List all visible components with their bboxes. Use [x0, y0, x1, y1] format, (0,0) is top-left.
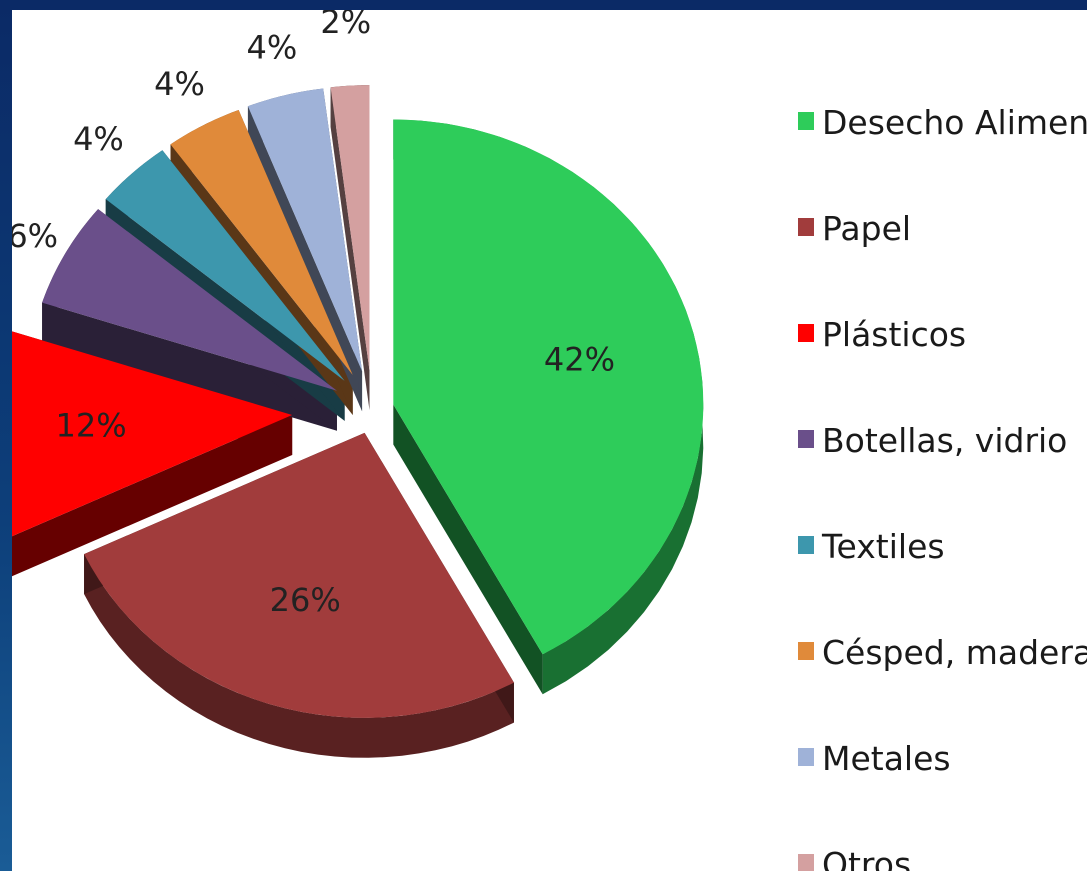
legend-label: Otros: [822, 845, 911, 871]
pie-slice-wall: [42, 302, 337, 431]
data-label: 26%: [270, 581, 341, 619]
legend-swatch: [798, 854, 814, 871]
legend-label: Césped, madera: [822, 633, 1087, 672]
data-label: 4%: [246, 28, 297, 66]
legend-swatch: [798, 642, 814, 660]
pie-slice-side: [84, 554, 514, 758]
pie-slice-5: [105, 150, 345, 381]
pie-slice-4: [42, 209, 337, 391]
legend-label: Papel: [822, 209, 911, 248]
legend-label: Textiles: [821, 527, 945, 566]
data-label: 2%: [320, 10, 371, 41]
pie-chart: 42% 26% 12% 6% 4% 4% 4% 2% Desecho Alimenticio Pa…: [12, 10, 1087, 871]
data-label: 6%: [12, 217, 58, 255]
legend-label: Desecho Alimenticio: [822, 103, 1087, 142]
pie-slice-1: [393, 119, 704, 655]
pie-slice-3: [12, 331, 293, 537]
legend-swatch: [798, 112, 814, 130]
data-label: 4%: [154, 65, 205, 103]
data-label: 12%: [55, 407, 126, 445]
data-label: 42%: [544, 341, 615, 379]
pie-slice-6: [170, 109, 353, 375]
pie-slice-8: [330, 85, 370, 371]
chart-panel: 42% 26% 12% 6% 4% 4% 4% 2% Desecho Alimenticio Pa…: [12, 10, 1087, 871]
legend-label: Botellas, vidrio: [822, 421, 1067, 460]
legend-swatch: [798, 748, 814, 766]
legend-swatch: [798, 536, 814, 554]
pie-slice-wall: [330, 87, 370, 411]
legend-swatch: [798, 218, 814, 236]
legend-swatch: [798, 324, 814, 342]
legend-label: Plásticos: [822, 315, 966, 354]
pie-slice-7: [247, 88, 363, 372]
pie-slice-wall: [393, 404, 543, 695]
legend-label: Metales: [822, 739, 951, 778]
pie-slice-wall: [12, 415, 293, 577]
pie-slice-2: [84, 432, 514, 718]
data-label: 4%: [73, 120, 124, 158]
legend-swatch: [798, 430, 814, 448]
